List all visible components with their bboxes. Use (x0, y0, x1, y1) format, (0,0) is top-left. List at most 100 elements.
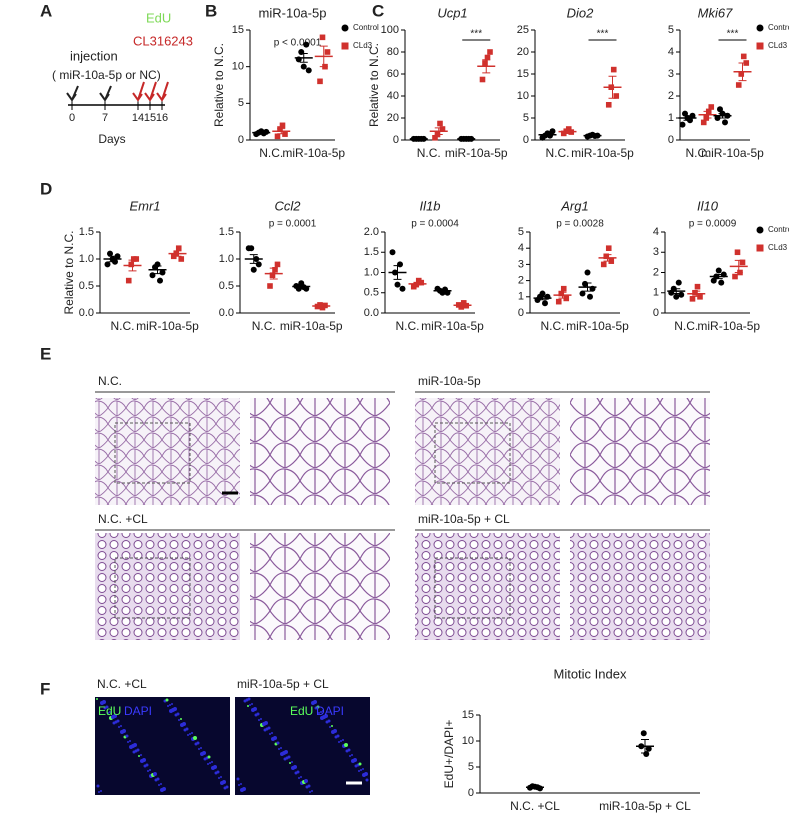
nucleus (136, 748, 140, 752)
y-axis-label: Relative to N.C. (212, 43, 226, 127)
y-tick-label: 5 (468, 761, 474, 773)
nucleus (96, 698, 98, 700)
nucleus (167, 705, 169, 707)
panel-label: B (205, 1, 217, 20)
data-point (732, 273, 738, 280)
data-point (104, 261, 111, 268)
timeline-tick-label: 0 (69, 112, 75, 124)
data-point (399, 285, 406, 292)
y-tick-label: 4 (668, 46, 674, 58)
legend-label: Control (353, 23, 379, 32)
y-axis-label: EdU+/DAPI+ (442, 720, 456, 789)
y-tick-label: 5 (518, 226, 524, 238)
panel-label: C (372, 1, 384, 20)
error-bar (438, 289, 447, 293)
data-point (317, 78, 323, 85)
nucleus (344, 743, 348, 747)
x-tick-label: N.C. (674, 319, 698, 333)
nucleus (138, 755, 140, 757)
nucleus (249, 704, 251, 706)
error-bar (257, 131, 266, 134)
y-tick-label: 0.5 (79, 280, 94, 292)
y-tick-label: 1.0 (79, 253, 94, 265)
x-tick-label: miR-10a-5p (280, 319, 343, 333)
nucleus (149, 769, 151, 771)
timeline-xlabel: Days (98, 132, 125, 146)
nucleus (185, 727, 189, 731)
y-tick-label: 3 (668, 68, 674, 80)
nucleus (202, 751, 206, 755)
chart-title: Ucp1 (437, 5, 467, 20)
data-point (133, 256, 140, 262)
y-tick-label: 10 (232, 61, 244, 73)
error-bar (734, 259, 743, 273)
nucleus (307, 784, 311, 788)
image-label: miR-10a-5p + CL (418, 512, 510, 526)
y-tick-label: 0 (238, 134, 244, 146)
y-tick-label: 25 (517, 24, 529, 36)
nucleus (120, 725, 122, 727)
data-point (274, 133, 281, 140)
y-tick-label: 2 (668, 90, 674, 102)
timeline-sublabel: ( miR-10a-5p or NC) (52, 68, 161, 82)
data-point (458, 304, 465, 310)
data-point (565, 126, 572, 132)
error-bar (458, 303, 467, 307)
y-tick-label: 1 (518, 291, 524, 303)
nucleus (293, 765, 297, 769)
error-bar (714, 274, 723, 280)
error-bar (543, 133, 552, 137)
y-tick-label: 1.0 (364, 266, 379, 278)
nucleus (247, 697, 251, 701)
nucleus (313, 700, 317, 704)
y-tick-label: 4 (653, 226, 659, 238)
y-tick-label: 1.0 (219, 253, 234, 265)
y-tick-label: 0.0 (79, 307, 94, 319)
nucleus (236, 777, 240, 781)
data-point (679, 121, 686, 128)
data-point (125, 277, 132, 284)
nucleus (333, 729, 337, 733)
nucleus (284, 750, 288, 754)
y-tick-label: 1 (668, 112, 674, 124)
nucleus (362, 768, 364, 770)
error-bar (277, 128, 286, 135)
data-point (274, 261, 281, 268)
error-bar (703, 110, 712, 119)
data-point (272, 267, 278, 273)
data-point (255, 261, 262, 268)
nucleus (182, 722, 186, 726)
error-bar (153, 265, 162, 275)
data-point (549, 128, 556, 135)
error-bar (531, 786, 539, 789)
y-tick-label: 5 (668, 24, 674, 36)
error-bar (269, 267, 278, 280)
y-tick-label: 1 (653, 287, 659, 299)
nucleus (347, 748, 351, 752)
nucleus (122, 729, 126, 733)
legend-label: CLd3 (768, 41, 788, 50)
data-point (740, 53, 747, 60)
y-tick-label: 2.0 (364, 226, 379, 238)
error-bar (738, 62, 747, 82)
x-tick-label: N.C. (686, 146, 710, 160)
nucleus (358, 770, 360, 772)
y-tick-label: 5 (238, 97, 244, 109)
nucleus (338, 741, 340, 743)
error-bar (558, 291, 567, 299)
data-point (487, 49, 493, 55)
legend-marker (341, 42, 349, 50)
p-value: p = 0.0001 (269, 219, 317, 230)
panel-label: E (40, 344, 51, 363)
legend-marker (756, 226, 764, 234)
nucleus (364, 772, 368, 776)
nucleus (225, 785, 229, 789)
nucleus (353, 758, 357, 762)
nucleus (189, 733, 191, 735)
data-point (157, 277, 163, 284)
nucleus (264, 721, 268, 725)
histology-zoom-image (250, 533, 390, 640)
data-point (389, 249, 396, 256)
data-point (303, 41, 310, 48)
nucleus (209, 762, 211, 764)
